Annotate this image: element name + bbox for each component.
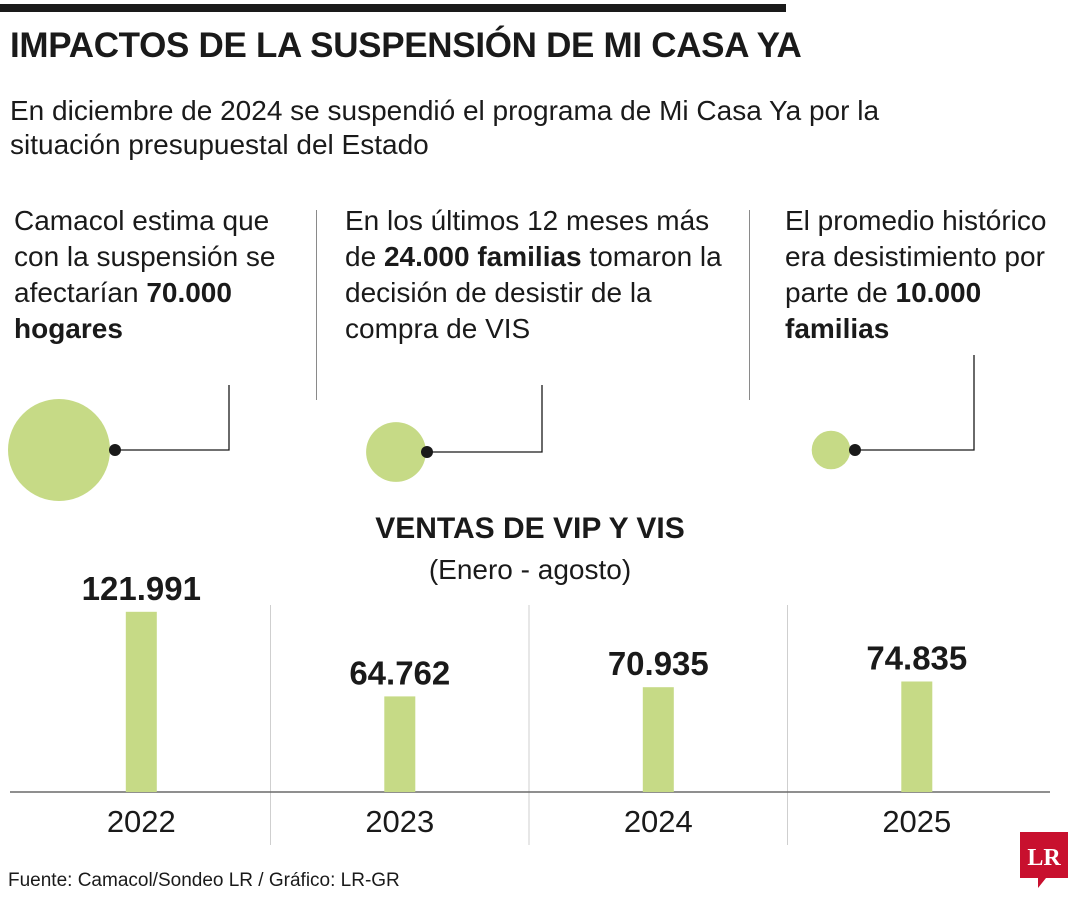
column-divider (749, 210, 750, 400)
fact-historical-average: El promedio histórico era desistimiento … (785, 203, 1075, 347)
source-note: Fuente: Camacol/Sondeo LR / Gráfico: LR-… (8, 870, 400, 891)
leader-dot (109, 444, 121, 456)
lr-logo-shape (1020, 832, 1068, 888)
infographic-title: IMPACTOS DE LA SUSPENSIÓN DE MI CASA YA (10, 26, 802, 65)
x-tick-label: 2025 (882, 804, 951, 839)
fact-withdrawals: En los últimos 12 meses más de 24.000 fa… (345, 203, 725, 347)
bar-value-label: 70.935 (608, 645, 709, 682)
infographic-subtitle: En diciembre de 2024 se suspendió el pro… (10, 95, 880, 160)
leader-line (855, 355, 975, 451)
fact-households: Camacol estima que con la suspensión se … (14, 203, 304, 347)
leader-dot (849, 444, 861, 456)
x-tick-label: 2024 (624, 804, 693, 839)
leader-dot (421, 446, 433, 458)
fact-circle (8, 399, 110, 501)
bar-value-label: 64.762 (349, 654, 450, 691)
chart-title: VENTAS DE VIP Y VIS (375, 512, 685, 545)
top-rule (0, 4, 786, 12)
fact-text: El promedio histórico era desistimiento … (785, 205, 1047, 308)
fact-circle (811, 430, 851, 470)
leader-line (115, 385, 230, 451)
chart-subtitle: (Enero - agosto) (428, 554, 632, 585)
lr-logo: LR (1020, 832, 1068, 888)
bar (125, 611, 157, 792)
fact-circle (366, 422, 426, 482)
x-tick-label: 2023 (365, 804, 434, 839)
lr-logo-text: LR (1027, 845, 1061, 871)
fact-text: Camacol estima que con la suspensión se … (14, 205, 276, 308)
fact-highlight: 70.000 hogares (14, 277, 232, 344)
bar (384, 696, 416, 792)
bar-value-label: 121.991 (82, 570, 201, 607)
x-tick-label: 2022 (107, 804, 176, 839)
fact-text: tomaron la decisión de desistir de la co… (345, 241, 722, 344)
fact-highlight: 10.000 familias (785, 277, 982, 344)
column-divider (316, 210, 317, 400)
fact-highlight: 24.000 familias (383, 241, 582, 272)
bar (901, 681, 933, 792)
leader-line (427, 385, 543, 453)
bar (642, 687, 674, 792)
fact-text: En los últimos 12 meses más de (345, 205, 710, 272)
bar-value-label: 74.835 (866, 640, 967, 677)
